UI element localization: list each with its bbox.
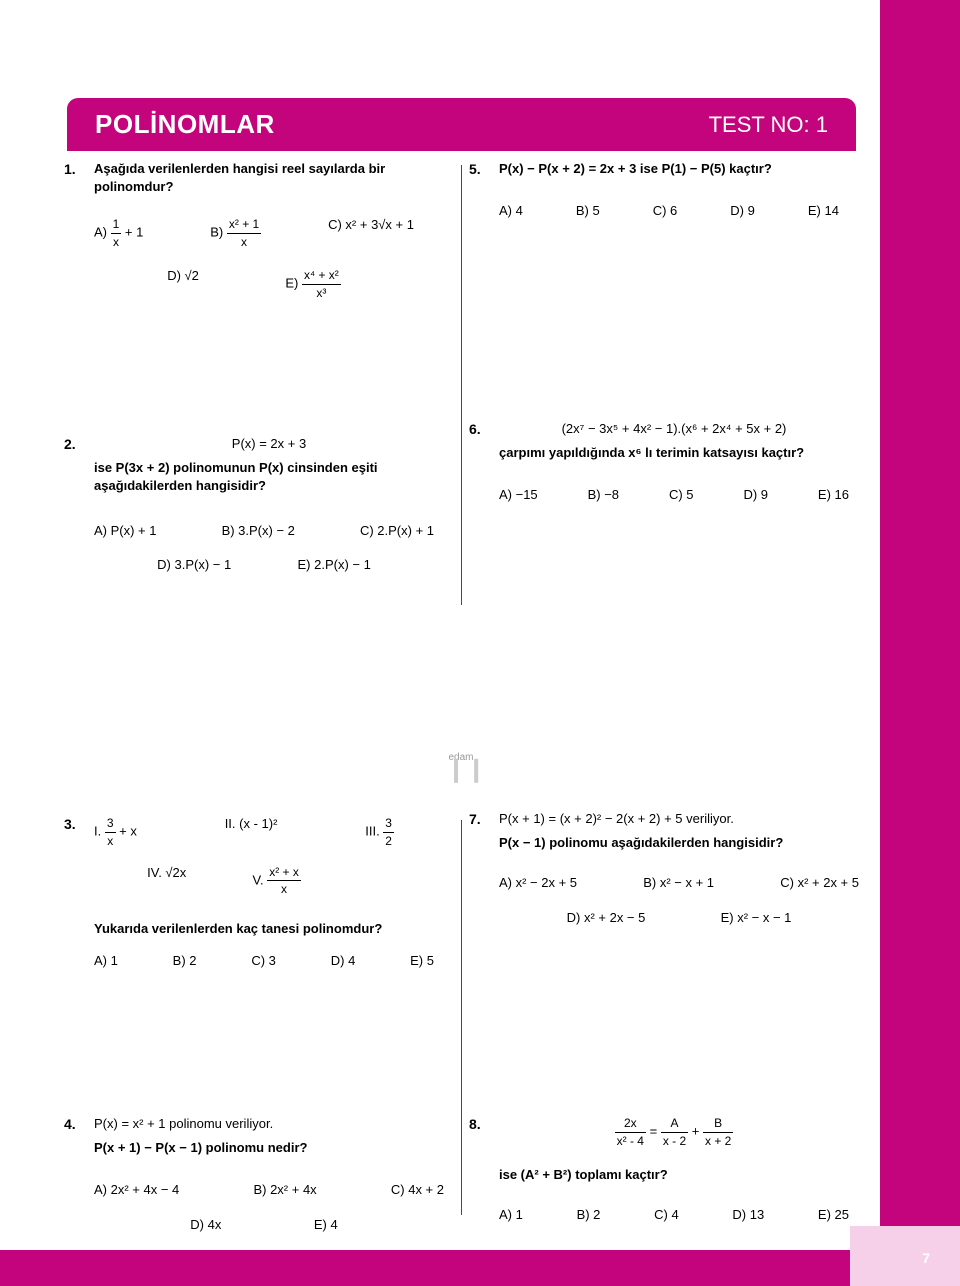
q1-optB: B) x² + 1x	[210, 216, 261, 251]
q4-optE: E) 4	[314, 1216, 338, 1234]
q6-number: 6.	[469, 420, 481, 440]
q1-text: Aşağıda verilenlerden hangisi reel sayıl…	[94, 160, 444, 196]
q6-line1: (2x⁷ − 3x⁵ + 4x² − 1).(x⁶ + 2x⁴ + 5x + 2…	[499, 420, 849, 438]
q7-optB: B) x² − x + 1	[643, 874, 714, 892]
q3-optE: E) 5	[410, 952, 434, 970]
q4-optB: B) 2x² + 4x	[253, 1181, 316, 1199]
q2-optD: D) 3.P(x) − 1	[157, 556, 231, 574]
q3-i5: V. x² + xx	[253, 864, 301, 899]
q3-i4: IV. √2x	[147, 864, 186, 899]
question-3: 3. I. 3x + x II. (x - 1)² III. 32 IV. √2…	[64, 815, 444, 971]
question-5: 5. P(x) − P(x + 2) = 2x + 3 ise P(1) − P…	[469, 160, 849, 220]
q3-optC: C) 3	[251, 952, 276, 970]
q5-text: P(x) − P(x + 2) = 2x + 3 ise P(1) − P(5)…	[499, 160, 849, 178]
edam-logo: edam ❙❙	[446, 752, 476, 792]
vertical-divider-top	[461, 165, 462, 605]
q3-i2: II. (x - 1)²	[225, 815, 278, 850]
q2-optE: E) 2.P(x) − 1	[298, 556, 371, 574]
q1-optD: D) √2	[167, 267, 199, 302]
question-6: 6. (2x⁷ − 3x⁵ + 4x² − 1).(x⁶ + 2x⁴ + 5x …	[469, 420, 849, 505]
vertical-divider-bottom	[461, 820, 462, 1215]
question-8: 8. 2xx² - 4 = Ax - 2 + Bx + 2 ise (A² + …	[469, 1115, 849, 1224]
q6-optB: B) −8	[588, 486, 619, 504]
q7-line1: P(x + 1) = (x + 2)² − 2(x + 2) + 5 veril…	[499, 810, 849, 828]
q3-optA: A) 1	[94, 952, 118, 970]
q3-i1: I. 3x + x	[94, 815, 137, 850]
q8-optA: A) 1	[499, 1206, 523, 1224]
q4-optD: D) 4x	[190, 1216, 221, 1234]
q2-optC: C) 2.P(x) + 1	[360, 522, 434, 540]
q8-text: ise (A² + B²) toplamı kaçtır?	[499, 1166, 849, 1184]
q1-optE: E) x⁴ + x²x³	[285, 267, 340, 302]
q5-optB: B) 5	[576, 202, 600, 220]
q2-optB: B) 3.P(x) − 2	[222, 522, 295, 540]
header-box: POLİNOMLAR TEST NO: 1	[64, 95, 859, 151]
q5-optC: C) 6	[653, 202, 678, 220]
q6-optE: E) 16	[818, 486, 849, 504]
page-title: POLİNOMLAR	[95, 109, 275, 140]
q6-optA: A) −15	[499, 486, 538, 504]
q7-optC: C) x² + 2x + 5	[780, 874, 859, 892]
q6-text: çarpımı yapıldığında x⁶ lı terimin katsa…	[499, 444, 849, 462]
q2-line1: P(x) = 2x + 3	[94, 435, 444, 453]
question-4: 4. P(x) = x² + 1 polinomu veriliyor. P(x…	[64, 1115, 444, 1234]
question-2: 2. P(x) = 2x + 3 ise P(3x + 2) polinomun…	[64, 435, 444, 574]
q4-optA: A) 2x² + 4x − 4	[94, 1181, 179, 1199]
content-area: edam ❙❙ 1. Aşağıda verilenlerden hangisi…	[64, 160, 859, 1220]
q3-i3: III. 32	[365, 815, 394, 850]
q4-number: 4.	[64, 1115, 76, 1135]
quote-icon: ❙❙	[446, 763, 476, 777]
q4-line1: P(x) = x² + 1 polinomu veriliyor.	[94, 1115, 444, 1133]
q7-optD: D) x² + 2x − 5	[567, 909, 646, 927]
q5-optA: A) 4	[499, 202, 523, 220]
q1-number: 1.	[64, 160, 76, 180]
q8-optD: D) 13	[732, 1206, 764, 1224]
q2-optA: A) P(x) + 1	[94, 522, 157, 540]
q7-optA: A) x² − 2x + 5	[499, 874, 577, 892]
q1-optC: C) x² + 3√x + 1	[328, 216, 414, 251]
q2-text: ise P(3x + 2) polinomunun P(x) cinsinden…	[94, 459, 444, 495]
q8-number: 8.	[469, 1115, 481, 1135]
q3-optB: B) 2	[173, 952, 197, 970]
test-number: TEST NO: 1	[709, 112, 828, 138]
q8-optC: C) 4	[654, 1206, 679, 1224]
q1-optA: A) 1x + 1	[94, 216, 143, 251]
q7-text: P(x − 1) polinomu aşağıdakilerden hangis…	[499, 834, 849, 852]
question-7: 7. P(x + 1) = (x + 2)² − 2(x + 2) + 5 ve…	[469, 810, 849, 927]
q5-optD: D) 9	[730, 202, 755, 220]
page-container: POLİNOMLAR TEST NO: 1 edam ❙❙ 1. Aşağıda…	[0, 0, 880, 1250]
q6-optD: D) 9	[743, 486, 768, 504]
q8-equation: 2xx² - 4 = Ax - 2 + Bx + 2	[499, 1115, 849, 1150]
q4-optC: C) 4x + 2	[391, 1181, 444, 1199]
q7-number: 7.	[469, 810, 481, 830]
question-1: 1. Aşağıda verilenlerden hangisi reel sa…	[64, 160, 444, 302]
page-number: 7	[922, 1250, 930, 1266]
q7-optE: E) x² − x − 1	[721, 909, 792, 927]
q8-optB: B) 2	[577, 1206, 601, 1224]
q3-optD: D) 4	[331, 952, 356, 970]
q8-optE: E) 25	[818, 1206, 849, 1224]
q5-number: 5.	[469, 160, 481, 180]
q4-text: P(x + 1) − P(x − 1) polinomu nedir?	[94, 1139, 444, 1157]
q5-optE: E) 14	[808, 202, 839, 220]
corner-decoration	[850, 1226, 960, 1286]
q3-text: Yukarıda verilenlerden kaç tanesi polino…	[94, 920, 444, 938]
q6-optC: C) 5	[669, 486, 694, 504]
q2-number: 2.	[64, 435, 76, 455]
q3-number: 3.	[64, 815, 76, 835]
